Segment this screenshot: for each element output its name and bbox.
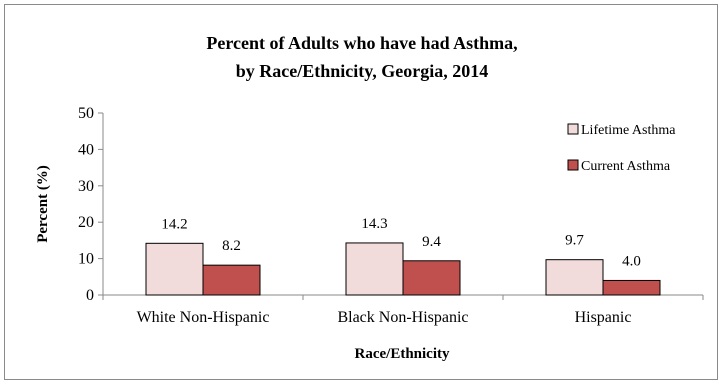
bar-lifetime [545, 259, 604, 296]
x-axis-label: Race/Ethnicity [355, 346, 450, 362]
legend-swatch [567, 159, 579, 171]
bar-current [202, 264, 261, 296]
data-label: 14.3 [361, 216, 387, 232]
data-label: 9.4 [422, 234, 441, 250]
chart-frame [4, 4, 718, 380]
y-tick-label: 20 [78, 214, 94, 231]
x-tick-label: Hispanic [575, 309, 632, 326]
x-tick-label: White Non-Hispanic [137, 309, 270, 326]
legend-swatch [567, 123, 579, 135]
bar-current [402, 260, 461, 296]
data-label: 14.2 [161, 216, 187, 232]
chart-title-line-2: by Race/Ethnicity, Georgia, 2014 [236, 61, 488, 81]
y-tick-label: 30 [78, 178, 94, 195]
bar-lifetime [345, 242, 404, 296]
data-label: 8.2 [222, 238, 241, 254]
bar-lifetime [145, 242, 204, 296]
data-label: 9.7 [565, 233, 584, 249]
bars: 14.2 14.3 9.7 8.2 9.4 4.0 [145, 216, 661, 296]
y-tick-label: 50 [78, 105, 94, 122]
bar-current [602, 279, 661, 296]
y-tick-label: 40 [78, 141, 94, 158]
data-label: 4.0 [622, 253, 641, 269]
legend-label: Current Asthma [581, 159, 671, 174]
chart-title-line-1: Percent of Adults who have had Asthma, [206, 33, 517, 53]
legend: Lifetime Asthma Current Asthma [567, 123, 676, 174]
legend-label: Lifetime Asthma [581, 123, 676, 138]
y-tick-label: 10 [78, 251, 94, 268]
y-axis-label: Percent (%) [35, 165, 51, 243]
x-tick-label: Black Non-Hispanic [337, 309, 468, 326]
y-tick-label: 0 [86, 287, 94, 304]
